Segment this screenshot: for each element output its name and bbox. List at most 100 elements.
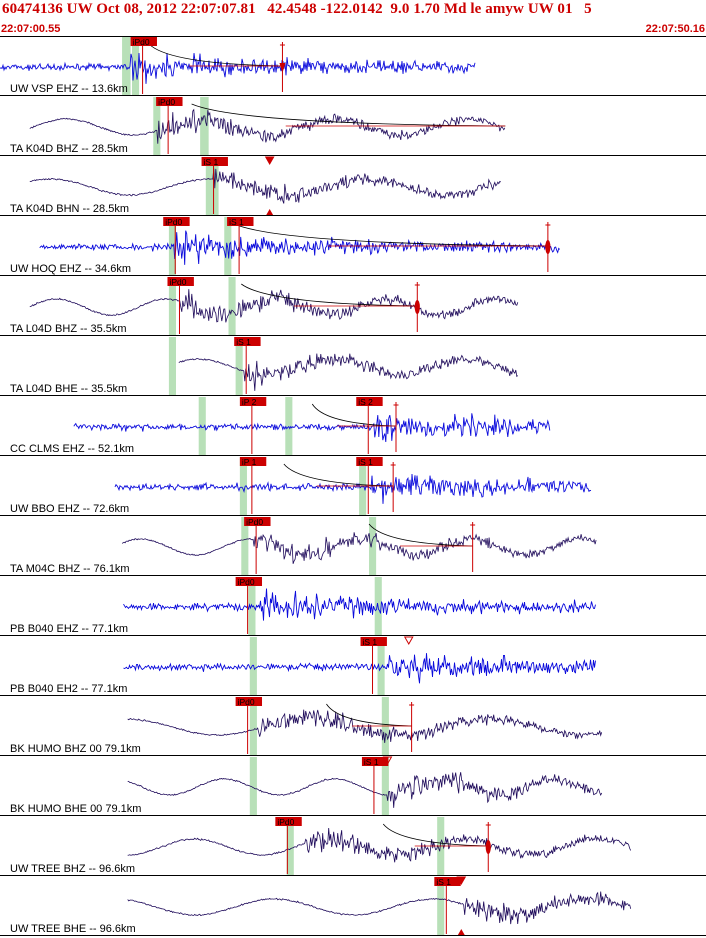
coda-curve	[311, 403, 397, 427]
pick-flag	[361, 757, 389, 766]
waveform-trace	[73, 413, 551, 443]
pick-label: iPd0	[169, 277, 186, 287]
period-marker-top	[456, 876, 467, 886]
pick-window	[198, 397, 206, 456]
waveform-trace	[123, 588, 596, 621]
trace-label: TA K04D BHZ -- 28.5km	[10, 143, 128, 155]
pick-window	[437, 877, 445, 936]
trace-row: iPd0 UW TREE BHZ -- 96.6km	[0, 817, 706, 876]
trace-row: iPd0 TA K04D BHZ -- 28.5km	[0, 97, 706, 156]
coda-curve	[283, 463, 394, 487]
pick-flag	[239, 397, 267, 406]
trace-row: iS 1 TA L04D BHE -- 35.5km	[0, 337, 706, 396]
pick-window	[205, 157, 213, 216]
coda-curve	[234, 223, 548, 247]
pick-label: iS 1	[436, 877, 451, 887]
pick-label: iS 1	[364, 757, 379, 767]
coda-curve	[148, 43, 283, 67]
pick-flag	[234, 337, 261, 346]
start-time-label: 22:07:00.55	[1, 23, 61, 35]
trace-label: UW VSP EHZ -- 13.6km	[10, 83, 128, 95]
pick-label: iPd0	[277, 817, 294, 827]
waveform-trace	[121, 532, 597, 564]
trace-label: TA M04C BHZ -- 76.1km	[10, 563, 130, 575]
pick-label: iS 1	[204, 157, 219, 167]
pick-flag	[156, 97, 183, 106]
pick-label: iS 2	[358, 397, 373, 407]
pick-window	[249, 757, 257, 816]
pick-window	[200, 97, 209, 156]
pick-window	[168, 277, 176, 336]
pick-label: iPd0	[238, 577, 255, 587]
trace-row: iP 2 iS 2 CC CLMS EHZ -- 52.1km	[0, 397, 706, 456]
pick-label: iPd0	[133, 37, 150, 47]
trace-row: iPd0 UW VSP EHZ -- 13.6km	[0, 37, 706, 96]
waveform-trace	[114, 473, 592, 504]
pick-label: iS 1	[358, 457, 373, 467]
pick-label: iP 2	[242, 397, 257, 407]
trace-label: PB B040 EH2 -- 77.1km	[10, 683, 127, 695]
pick-window	[369, 517, 377, 576]
trace-row: iPd0 iS 1 UW HOQ EHZ -- 34.6km	[0, 217, 706, 276]
end-time-label: 22:07:50.16	[645, 23, 705, 35]
pick-window	[228, 277, 236, 336]
pick-window	[153, 97, 161, 156]
pick-flag	[356, 457, 383, 466]
trace-row: iS 1 BK HUMO BHE 00 79.1km	[0, 756, 706, 816]
waveform-trace	[178, 353, 519, 391]
pick-window	[235, 337, 243, 396]
waveform-trace	[0, 52, 476, 84]
coda-curve	[191, 103, 506, 127]
pick-window	[249, 697, 257, 756]
pick-flag	[167, 277, 194, 286]
pick-flag	[163, 217, 190, 226]
coda-curve	[241, 283, 418, 307]
pick-window	[241, 517, 249, 576]
pick-window	[286, 817, 294, 876]
pick-flag	[244, 517, 271, 526]
trace-label: BK HUMO BHE 00 79.1km	[10, 803, 141, 815]
pick-flag	[227, 217, 254, 226]
pick-window	[381, 697, 389, 756]
trace-label: UW TREE BHZ -- 96.6km	[10, 863, 135, 875]
trace-row: iPd0 PB B040 EHZ -- 77.1km	[0, 577, 706, 636]
period-marker-top	[264, 156, 275, 166]
pick-window	[437, 817, 445, 876]
period-marker-bottom	[265, 209, 274, 216]
trace-label: TA L04D BHZ -- 35.5km	[10, 323, 127, 335]
pick-label: iPd0	[158, 97, 175, 107]
trace-label: TA K04D BHN -- 28.5km	[10, 203, 129, 215]
pick-window	[377, 637, 385, 696]
event-title: 60474136 UW Oct 08, 2012 22:07:07.81 42.…	[2, 1, 592, 17]
pick-label: iS 1	[236, 337, 251, 347]
waveform-trace	[127, 709, 603, 743]
pick-window	[168, 337, 176, 396]
waveform-trace	[39, 230, 561, 265]
waveform-trace	[29, 168, 502, 204]
amplitude-ellipse	[414, 300, 420, 314]
pick-label: iPd0	[246, 517, 263, 527]
waveform-trace	[127, 772, 603, 808]
pick-label: iP 1	[242, 457, 257, 467]
trace-label: UW BBO EHZ -- 72.6km	[10, 503, 129, 515]
trace-label: UW TREE BHE -- 96.6km	[10, 923, 136, 935]
waveform-trace	[127, 891, 632, 925]
trace-label: CC CLMS EHZ -- 52.1km	[10, 443, 134, 455]
period-marker-top	[403, 636, 414, 646]
pick-label: iPd0	[165, 217, 182, 227]
trace-row: iS 1 UW TREE BHE -- 96.6km	[0, 876, 706, 936]
pick-flag	[130, 37, 157, 46]
pick-flag	[275, 817, 302, 826]
pick-flag	[434, 877, 461, 886]
trace-label: TA L04D BHE -- 35.5km	[10, 383, 127, 395]
amplitude-ellipse	[545, 240, 551, 254]
trace-label: BK HUMO BHZ 00 79.1km	[10, 743, 141, 755]
pick-window	[381, 757, 389, 816]
amplitude-ellipse	[485, 840, 491, 854]
pick-label: iS 1	[363, 637, 378, 647]
coda-curve	[368, 523, 473, 547]
seismogram-panel: iPd0 UW VSP EHZ -- 13.6km iPd0 TA K04D BHZ …	[0, 36, 706, 936]
trace-row: iPd0 TA M04C BHZ -- 76.1km	[0, 517, 706, 576]
pick-label: iS 1	[229, 217, 244, 227]
pick-window	[239, 457, 247, 516]
